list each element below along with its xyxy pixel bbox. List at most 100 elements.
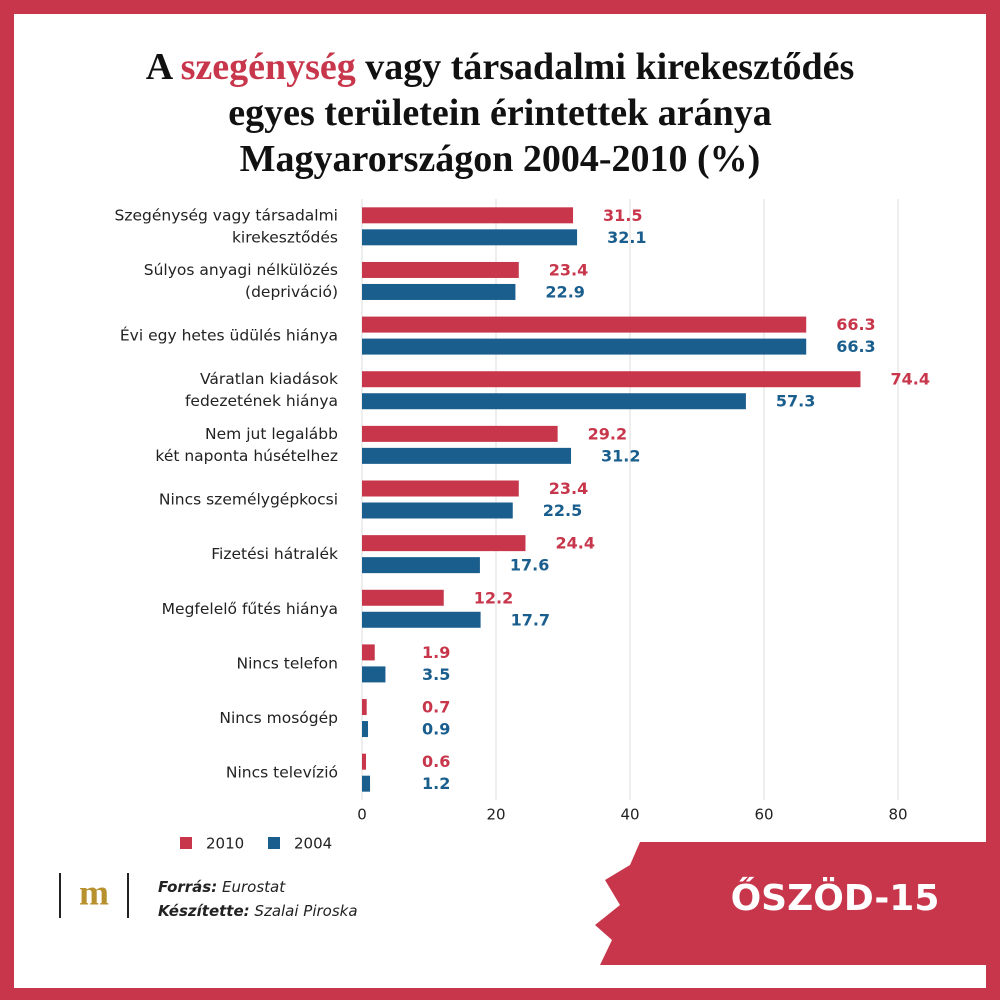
chart-title: A szegénység vagy társadalmi kirekesztőd… (146, 46, 855, 88)
label-line: Évi egy hetes üdülés hiánya (120, 325, 338, 344)
y-tick-label: Nincs személygépkocsi (159, 490, 338, 508)
frame (0, 988, 1000, 1000)
title-part: vagy társadalmi kirekesztődés (356, 46, 855, 88)
brand: ŐSZÖD-15 (731, 877, 940, 919)
title-part: szegénység (181, 46, 356, 88)
label-line: Nincs televízió (226, 763, 338, 781)
y-tick-label: Nincs telefon (237, 654, 338, 672)
author-label: Készítette: (158, 902, 250, 920)
frame (986, 0, 1000, 1000)
bar (362, 480, 519, 497)
label-line: Fizetési hátralék (211, 545, 338, 563)
x-tick-label: 60 (754, 806, 773, 824)
y-tick-label: Nincs mosógép (219, 709, 338, 727)
label-line: kirekesztődés (232, 228, 338, 246)
label-line: Megfelelő fűtés hiánya (162, 599, 338, 617)
value-label: 3.5 (422, 665, 450, 684)
frame (0, 0, 1000, 14)
y-tick-label: Váratlan kiadások fedezetének hiánya (185, 370, 338, 410)
bar (362, 261, 519, 278)
label-line: Súlyos anyagi nélkülözés (144, 260, 338, 278)
y-tick-label: Nincs televízió (226, 763, 338, 781)
value-label: 17.6 (510, 556, 549, 575)
bar (362, 502, 513, 519)
bar (362, 644, 375, 661)
value-label: 22.5 (543, 501, 582, 520)
bar (362, 753, 367, 770)
value-label: 17.7 (511, 610, 550, 629)
value-label: 24.4 (555, 534, 594, 553)
chart-title: Magyarországon 2004-2010 (%) (240, 138, 761, 180)
chart-title: egyes területein érintettek aránya (228, 92, 771, 134)
label-line: Váratlan kiadások (200, 370, 338, 388)
value-label: 23.4 (549, 479, 588, 498)
title-part: Magyarországon 2004-2010 (%) (240, 138, 761, 180)
value-label: 66.3 (836, 315, 875, 334)
bar (362, 229, 578, 246)
legend-label: 2010 (206, 835, 244, 853)
bar (362, 316, 807, 333)
value-label: 31.5 (603, 206, 642, 225)
bar (362, 371, 861, 388)
y-tick-label: Fizetési hátralék (211, 545, 338, 563)
bar (362, 611, 481, 628)
source: Forrás: Eurostat (158, 878, 286, 896)
bar (362, 699, 367, 716)
bar (362, 393, 746, 410)
x-tick-label: 20 (486, 806, 505, 824)
bar (362, 338, 807, 355)
label-line: Nincs személygépkocsi (159, 490, 338, 508)
value-label: 1.2 (422, 774, 450, 793)
brand-splash (595, 842, 1000, 965)
value-label: 22.9 (545, 282, 584, 301)
value-label: 32.1 (607, 228, 646, 247)
y-tick-label: Megfelelő fűtés hiánya (162, 599, 338, 617)
value-label: 12.2 (474, 588, 513, 607)
label-line: Szegénység vagy társadalmi (115, 206, 338, 224)
value-label: 0.9 (422, 720, 450, 739)
bar (362, 207, 574, 224)
source-value: Eurostat (222, 878, 286, 896)
bar (362, 775, 371, 792)
value-label: 23.4 (549, 260, 588, 279)
bar (362, 283, 516, 300)
bar (362, 425, 558, 442)
legend-swatch (180, 837, 192, 849)
x-tick-label: 0 (357, 806, 367, 824)
bar (362, 557, 480, 574)
title-part: A (146, 46, 181, 88)
bar (362, 721, 369, 738)
value-label: 0.6 (422, 752, 450, 771)
author-value: Szalai Piroska (254, 902, 357, 920)
y-tick-label: Súlyos anyagi nélkülözés (depriváció) (144, 260, 338, 300)
y-tick-label: Nem jut legalább két naponta húsételhez (155, 424, 338, 464)
legend-label: 2004 (294, 835, 332, 853)
value-label: 1.9 (422, 643, 450, 662)
y-tick-label: Évi egy hetes üdülés hiánya (120, 325, 338, 344)
label-line: Nincs mosógép (219, 709, 338, 727)
logo: m (79, 872, 109, 912)
label-line: fedezetének hiánya (185, 392, 338, 410)
value-label: 57.3 (776, 392, 815, 411)
frame (0, 0, 14, 1000)
bar (362, 535, 526, 552)
value-label: 31.2 (601, 446, 640, 465)
bar (362, 666, 386, 683)
value-label: 74.4 (890, 370, 929, 389)
bar (362, 447, 572, 464)
y-tick-label: Szegénység vagy társadalmi kirekesztődés (115, 206, 338, 246)
value-label: 29.2 (588, 424, 627, 443)
title-part: egyes területein érintettek aránya (228, 92, 771, 134)
x-tick-label: 80 (888, 806, 907, 824)
label-line: két naponta húsételhez (155, 446, 338, 464)
label-line: Nem jut legalább (205, 424, 338, 442)
value-label: 0.7 (422, 698, 450, 717)
bar (362, 589, 444, 606)
author: Készítette: Szalai Piroska (158, 902, 358, 920)
label-line: Nincs telefon (237, 654, 338, 672)
legend-swatch (268, 837, 280, 849)
label-line: (depriváció) (245, 282, 338, 300)
value-label: 66.3 (836, 337, 875, 356)
